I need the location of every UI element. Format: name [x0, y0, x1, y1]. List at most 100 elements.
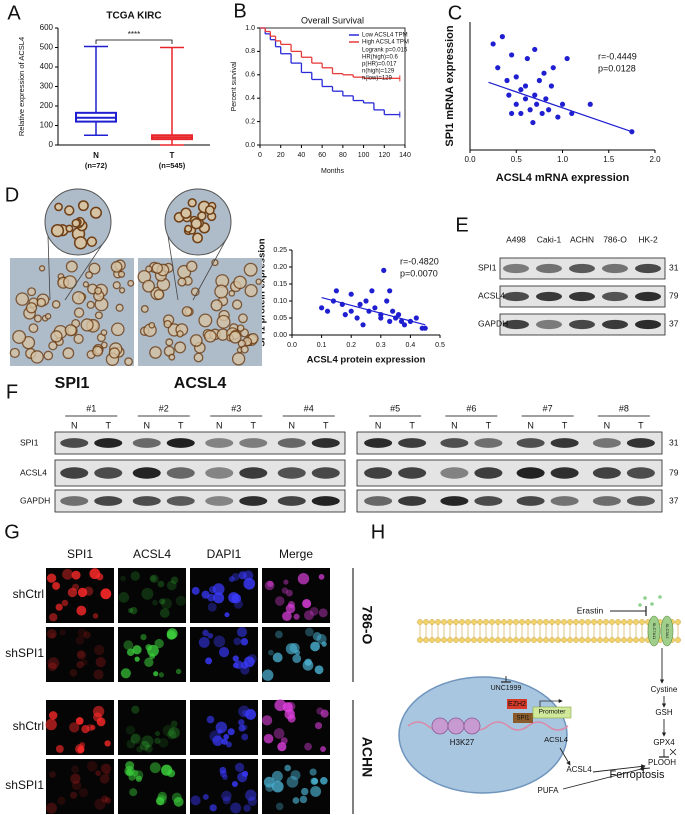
ihc-structure [86, 236, 98, 247]
cell [281, 587, 289, 594]
stat-text: r=-0.4820 [400, 256, 439, 266]
cell [170, 720, 178, 728]
lipid-head [633, 619, 639, 625]
blot-band [311, 438, 340, 448]
cell [49, 771, 56, 778]
size-label: 37 [669, 495, 679, 505]
scatter-point [348, 291, 354, 297]
blot-band [239, 467, 268, 479]
lane-label: N [451, 420, 458, 430]
cell [309, 606, 319, 616]
cell [77, 587, 88, 598]
cell [320, 709, 329, 718]
x-tick-label: 0.4 [406, 342, 416, 349]
scatter-point [550, 65, 556, 71]
y-tick-label: 0.05 [273, 315, 287, 322]
x-axis-title: ACSL4 protein expression [307, 355, 426, 366]
cell [223, 733, 230, 740]
blot-band [311, 467, 340, 479]
scatter-point [534, 101, 540, 107]
category-label: T [170, 151, 175, 160]
group-label: #5 [390, 403, 400, 413]
cell [136, 745, 143, 753]
lipid-head [627, 637, 633, 643]
ihc-structure [50, 223, 65, 238]
cell [274, 596, 285, 606]
blot-strip [356, 489, 663, 513]
x-tick-label: 100 [358, 152, 370, 159]
lane-label: N [216, 420, 223, 430]
cell [167, 730, 177, 740]
ihc-structure [177, 277, 187, 287]
scatter-point [509, 52, 515, 58]
cell [207, 602, 217, 612]
ihc-structure [118, 287, 126, 294]
scatter-point [354, 315, 360, 321]
cell [191, 586, 200, 595]
scatter-point [532, 46, 538, 53]
significance: **** [128, 30, 140, 39]
cell [173, 796, 184, 807]
cell [71, 570, 81, 580]
cell [280, 737, 288, 745]
promoter-arrow [539, 699, 563, 707]
lane-label: Caki-1 [537, 234, 562, 244]
group-label: #7 [543, 403, 553, 413]
scatter-point [333, 288, 339, 294]
cell [282, 611, 292, 622]
scatter-point [387, 318, 393, 324]
cell [79, 741, 86, 748]
cell [95, 657, 106, 668]
blot-band [166, 496, 195, 506]
ihc-structure [184, 224, 193, 233]
diagram-label: GPX4 [653, 738, 675, 747]
blot-strip [54, 489, 346, 513]
ihc-structure [77, 200, 89, 212]
scatter-point [536, 77, 542, 84]
cell [130, 733, 141, 744]
scatter-point [530, 119, 536, 126]
ihc-structure [243, 262, 258, 277]
cell [130, 733, 142, 745]
lane-label: T [638, 420, 644, 430]
blot-band [569, 291, 595, 302]
lane-label: 786-O [603, 234, 627, 244]
cell [273, 728, 285, 739]
ihc-structure [30, 350, 44, 364]
y-tick-label: 0 [49, 140, 54, 149]
scatter-point [543, 96, 549, 102]
cell [76, 605, 87, 616]
lipid-head [585, 637, 591, 643]
ihc-structure [36, 297, 47, 308]
ihc-structure [27, 287, 37, 297]
ihc-structure [127, 279, 135, 287]
x-axis-title: Months [321, 168, 344, 175]
cell [47, 662, 57, 672]
lipid-head [609, 619, 615, 625]
lipid-head [627, 619, 633, 625]
blot-band [602, 319, 628, 330]
fit-line [321, 297, 426, 326]
diagram-label: PLOOH [648, 758, 676, 767]
cell [160, 598, 173, 610]
blot-band [602, 291, 628, 302]
cell [126, 739, 136, 749]
x-tick-label: 60 [318, 152, 326, 159]
lane-label: T [178, 420, 184, 430]
column-label: DAPI1 [207, 547, 242, 561]
ihc-structure [244, 283, 258, 298]
cell [120, 575, 126, 582]
cell [144, 744, 153, 753]
lipid-head [519, 619, 525, 625]
cell [240, 637, 249, 646]
molecule [658, 595, 662, 599]
ihc-structure [255, 278, 262, 285]
cell [104, 797, 112, 804]
blot-strip [356, 431, 663, 455]
ihc-structure [153, 289, 165, 300]
scatter-point [541, 70, 547, 76]
lipid-head [531, 619, 537, 625]
cell [149, 575, 157, 582]
cell [62, 568, 74, 580]
group-label: #4 [304, 403, 314, 413]
